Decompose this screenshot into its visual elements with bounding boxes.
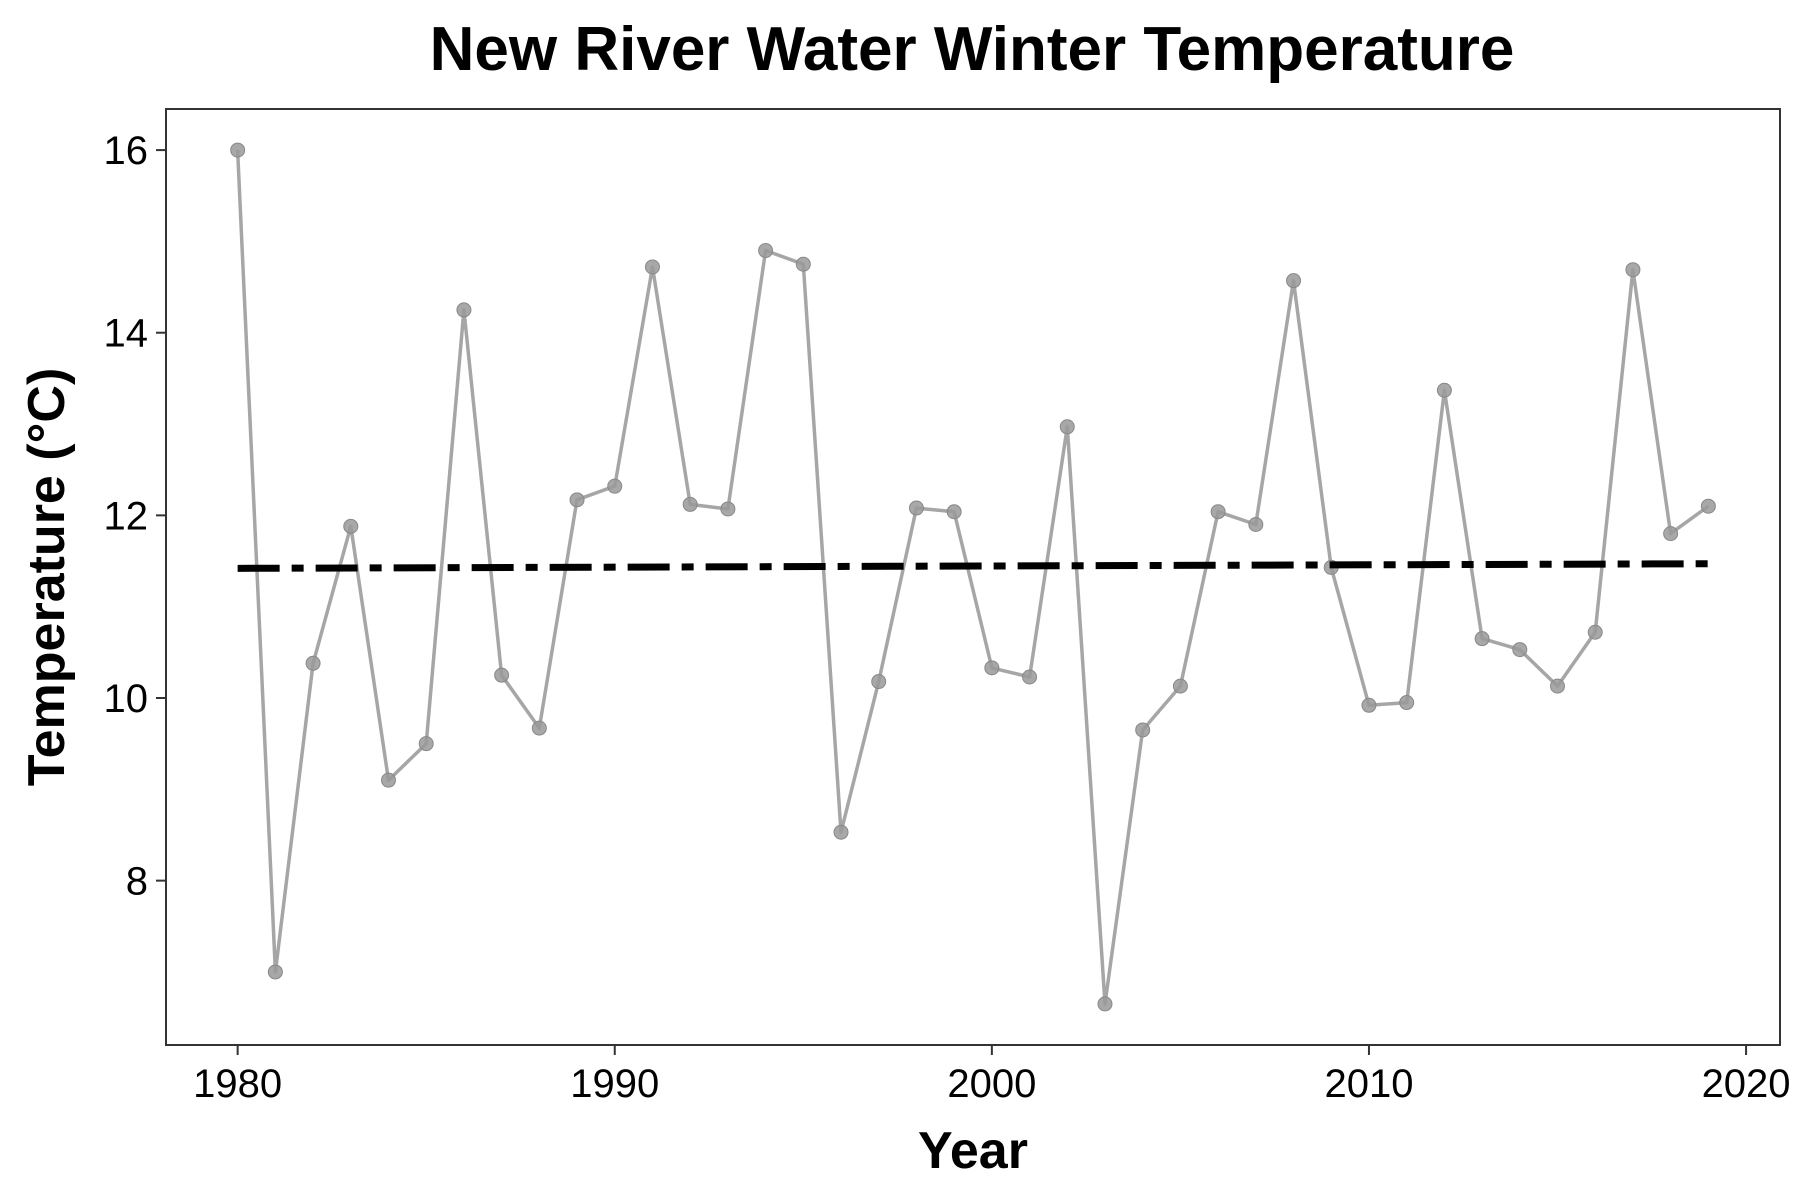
y-tick-label: 12 [104,494,149,538]
temperature-point [267,964,283,980]
x-tick-label: 2010 [1324,1062,1413,1106]
temperature-point [1474,631,1490,647]
temperature-point [908,500,924,516]
x-tick-label: 2020 [1702,1062,1791,1106]
chart-title: New River Water Winter Temperature [430,15,1515,84]
temperature-point [1172,678,1188,694]
temperature-point [380,772,396,788]
temperature-point [1663,526,1679,542]
temperature-point [418,736,434,752]
temperature-point [305,655,321,671]
data-layer [230,142,1716,1012]
temperature-point [758,243,774,259]
x-tick-label: 1990 [570,1062,659,1106]
temperature-point [607,478,623,494]
temperature-point [1022,669,1038,685]
temperature-point [1361,697,1377,713]
x-axis-title: Year [918,1122,1028,1180]
temperature-point [720,501,736,517]
y-tick-label: 10 [104,677,149,721]
temperature-point [984,660,1000,676]
temperature-point [833,824,849,840]
temperature-point [682,496,698,512]
x-axis: 1980 1990 2000 2010 2020 [193,1045,1791,1106]
trend-line [237,560,1709,572]
temperature-point [1286,273,1302,289]
temperature-point [644,259,660,275]
y-tick-label: 16 [104,129,149,173]
temperature-point [1700,498,1716,514]
temperature-point [1399,695,1415,711]
temperature-point [1210,504,1226,520]
temperature-point [946,504,962,520]
temperature-point [1550,678,1566,694]
temperature-point [1097,996,1113,1012]
temperature-point [456,302,472,318]
temperature-point [531,720,547,736]
temperature-point [343,518,359,534]
plot-panel [165,108,1781,1046]
y-tick-label: 8 [126,860,148,904]
temperature-point [1512,642,1528,658]
y-tick-label: 14 [104,312,149,356]
x-tick-label: 1980 [193,1062,282,1106]
temperature-point [569,492,585,508]
temperature-point [1587,624,1603,640]
temperature-point [871,674,887,690]
temperature-point [795,256,811,272]
temperature-series-line [235,150,1710,1006]
x-tick-label: 2000 [947,1062,1036,1106]
temperature-point [1135,722,1151,738]
y-axis-title: Temperature (°C) [18,368,76,787]
temperature-point [230,142,246,158]
temperature-point [1248,516,1264,532]
temperature-point [1436,382,1452,398]
temperature-point [1059,419,1075,435]
temperature-point [1625,262,1641,278]
y-axis: 8 10 12 14 16 [104,129,166,904]
temperature-point [494,667,510,683]
